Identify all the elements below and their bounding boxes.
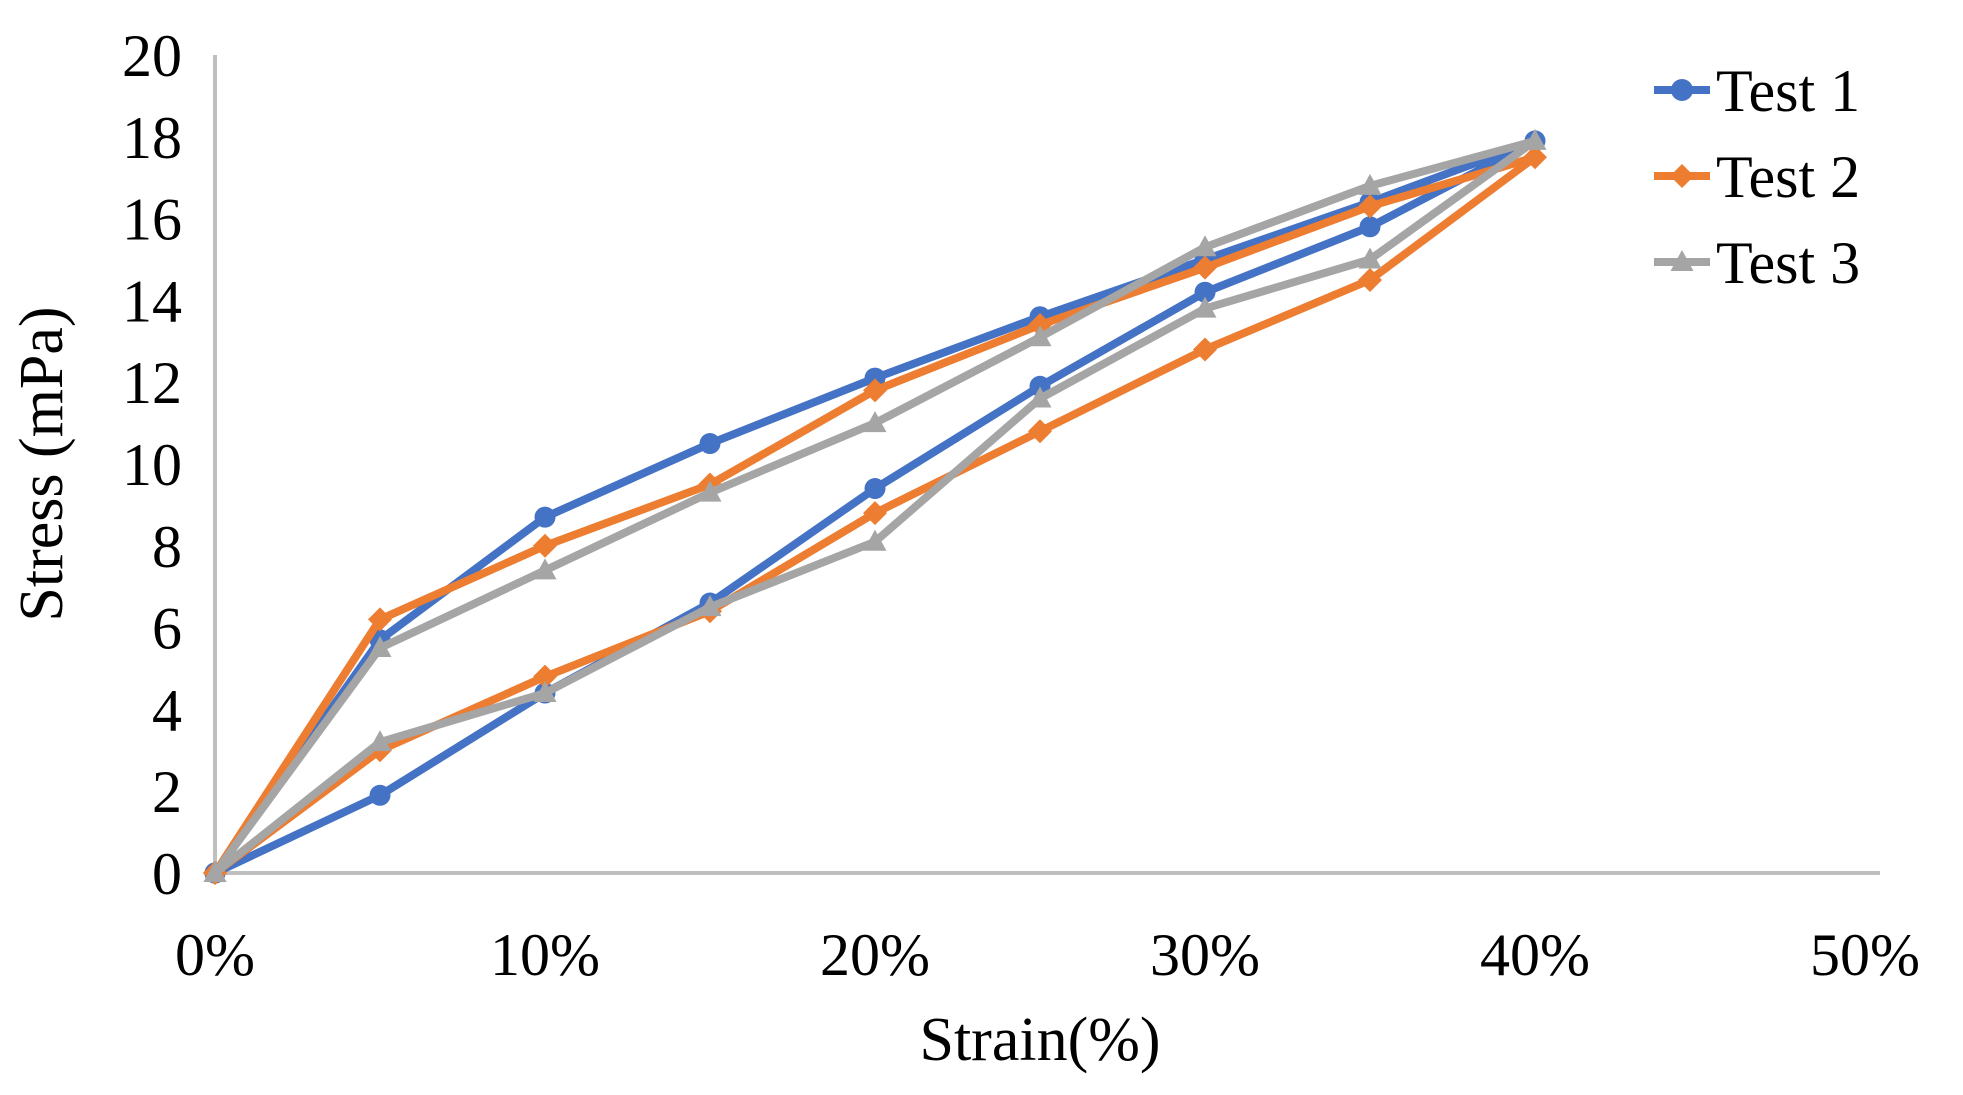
series-marker-test-3: [1028, 386, 1052, 408]
y-tick-label-6: 6: [152, 596, 182, 662]
series-marker-test-2: [863, 378, 887, 403]
series-marker-test-2: [533, 664, 557, 689]
legend-marker-circle-icon: [1671, 79, 1693, 101]
series-marker-test-3: [698, 595, 722, 617]
legend-item-test-3: Test 3: [1654, 230, 1860, 296]
series-marker-test-2: [1028, 419, 1052, 444]
series-marker-test-3: [533, 558, 557, 580]
series-marker-test-1: [534, 506, 556, 528]
series-marker-test-3: [203, 861, 227, 882]
legend-marker-triangle-icon: [1670, 250, 1694, 271]
y-tick-label-20: 20: [122, 23, 182, 89]
y-tick-label-0: 0: [152, 841, 182, 907]
series-marker-test-3: [863, 529, 887, 551]
legend-marker-diamond-icon: [1670, 164, 1694, 188]
series-marker-test-2: [1358, 194, 1382, 219]
series-marker-test-3: [1193, 296, 1217, 318]
series-marker-test-1: [864, 367, 886, 389]
series-marker-test-3: [368, 636, 392, 658]
series-marker-test-2: [1523, 145, 1547, 170]
x-tick-label-50pct: 50%: [1810, 922, 1920, 988]
series-marker-test-3: [863, 411, 887, 433]
series-marker-test-1: [699, 433, 721, 455]
legend-item-test-2: Test 2: [1654, 144, 1860, 210]
y-tick-label-8: 8: [152, 514, 182, 580]
series-marker-test-2: [368, 607, 392, 632]
series-marker-test-3: [1358, 247, 1382, 269]
x-axis-title: Strain(%): [919, 1006, 1160, 1074]
y-tick-label-10: 10: [122, 432, 182, 498]
y-tick-label-16: 16: [122, 187, 182, 253]
legend-item-test-1: Test 1: [1654, 58, 1860, 124]
series-marker-test-3: [1028, 325, 1052, 347]
series-marker-test-3: [698, 480, 722, 502]
x-tick-label-0pct: 0%: [175, 922, 255, 988]
series-marker-test-3: [533, 681, 557, 703]
series-marker-test-2: [1193, 337, 1217, 362]
y-tick-label-4: 4: [152, 677, 182, 743]
legend-label: Test 3: [1716, 230, 1860, 296]
series-marker-test-1: [1194, 281, 1216, 303]
x-tick-label-20pct: 20%: [820, 922, 930, 988]
legend-label: Test 1: [1716, 58, 1860, 124]
y-tick-label-14: 14: [122, 268, 182, 334]
series-marker-test-1: [864, 478, 886, 500]
series-marker-test-1: [1359, 216, 1381, 238]
series-marker-test-3: [1523, 128, 1547, 150]
x-tick-label-40pct: 40%: [1480, 922, 1590, 988]
series-marker-test-2: [1193, 255, 1217, 280]
series-marker-test-1: [369, 784, 391, 806]
y-tick-label-18: 18: [122, 105, 182, 171]
legend-label: Test 2: [1716, 144, 1860, 210]
y-axis-title: Stress (mPa): [8, 306, 76, 621]
series-marker-test-3: [1193, 235, 1217, 257]
x-tick-label-10pct: 10%: [490, 922, 600, 988]
series-marker-test-3: [368, 730, 392, 752]
x-tick-label-30pct: 30%: [1150, 922, 1260, 988]
series-marker-test-2: [533, 533, 557, 558]
y-tick-label-12: 12: [122, 350, 182, 416]
series-marker-test-2: [863, 501, 887, 526]
y-tick-label-2: 2: [152, 759, 182, 825]
series-marker-test-2: [1358, 267, 1382, 292]
series-marker-test-3: [1358, 173, 1382, 195]
